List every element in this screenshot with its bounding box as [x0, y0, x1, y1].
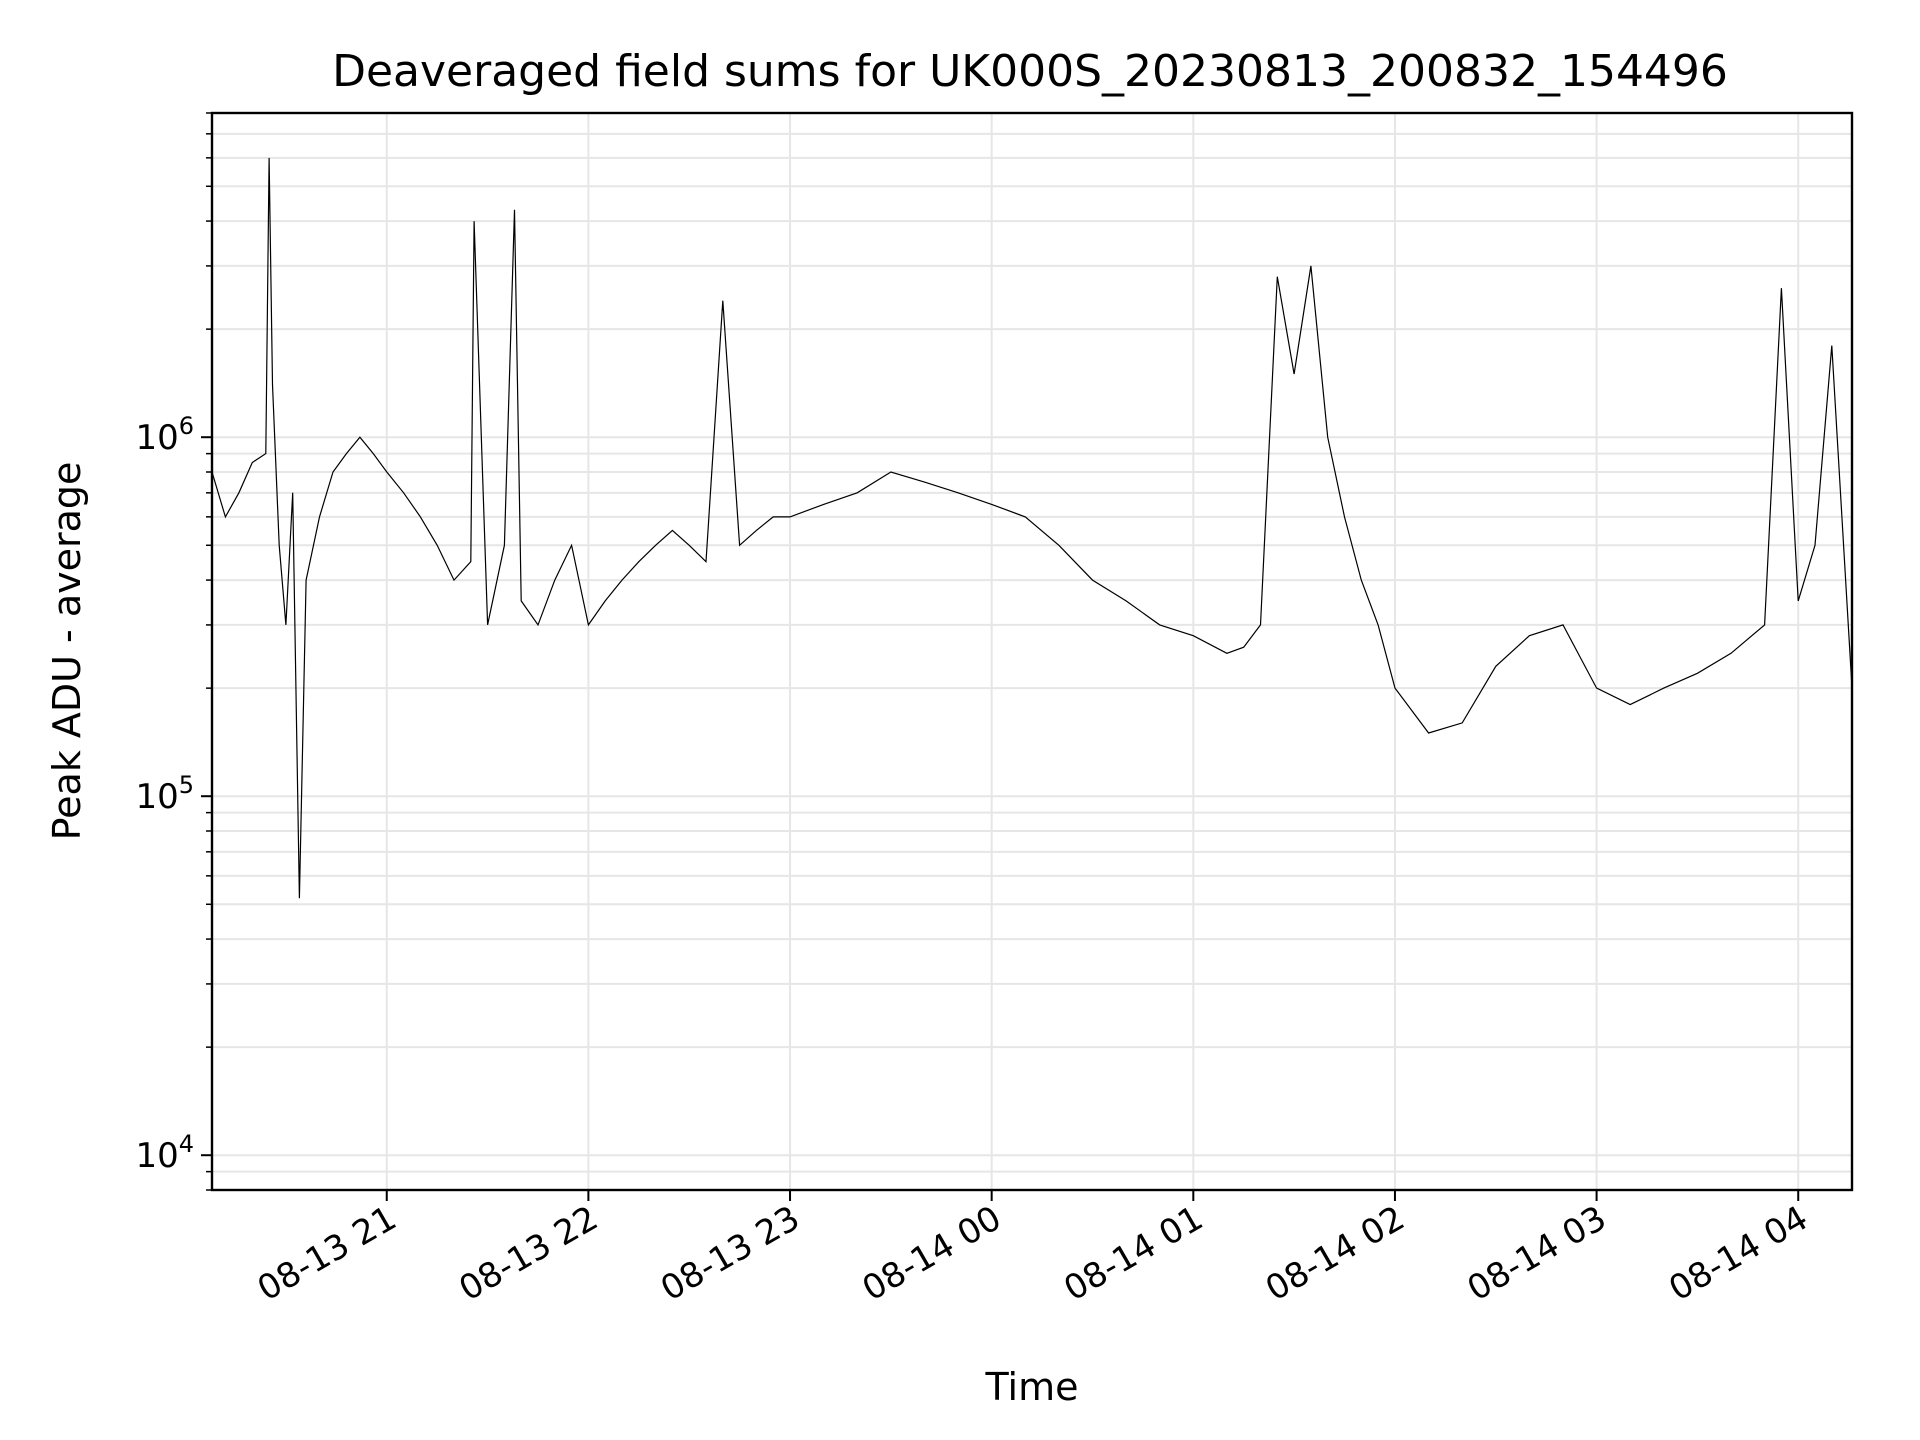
x-tick-label: 08-13 22: [452, 1198, 604, 1309]
chart-title: Deaveraged field sums for UK000S_2023081…: [332, 46, 1728, 97]
series-line: [211, 157, 1853, 899]
x-tick-label: 08-14 01: [1057, 1198, 1209, 1309]
x-tick-label: 08-14 00: [856, 1198, 1008, 1309]
grid-lines: [212, 112, 1852, 1191]
x-tick-label: 08-13 23: [654, 1198, 806, 1309]
plot-frame: [210, 111, 1854, 1192]
y-tick-label: 106: [135, 412, 194, 458]
x-tick-label: 08-14 04: [1662, 1198, 1814, 1309]
x-axis-ticks: 08-13 21 08-13 22 08-13 23 08-14 00 08-14 01…: [251, 1190, 1815, 1309]
x-tick-label: 08-13 21: [251, 1198, 403, 1309]
y-axis-label: Peak ADU - average: [45, 462, 89, 841]
y-axis-ticks: 104 105 106: [135, 112, 212, 1191]
x-axis-label: Time: [985, 1365, 1079, 1409]
y-tick-label: 104: [135, 1130, 194, 1176]
x-tick-label: 08-14 02: [1259, 1198, 1411, 1309]
y-tick-label: 105: [135, 771, 194, 817]
x-tick-label: 08-14 03: [1461, 1198, 1613, 1309]
